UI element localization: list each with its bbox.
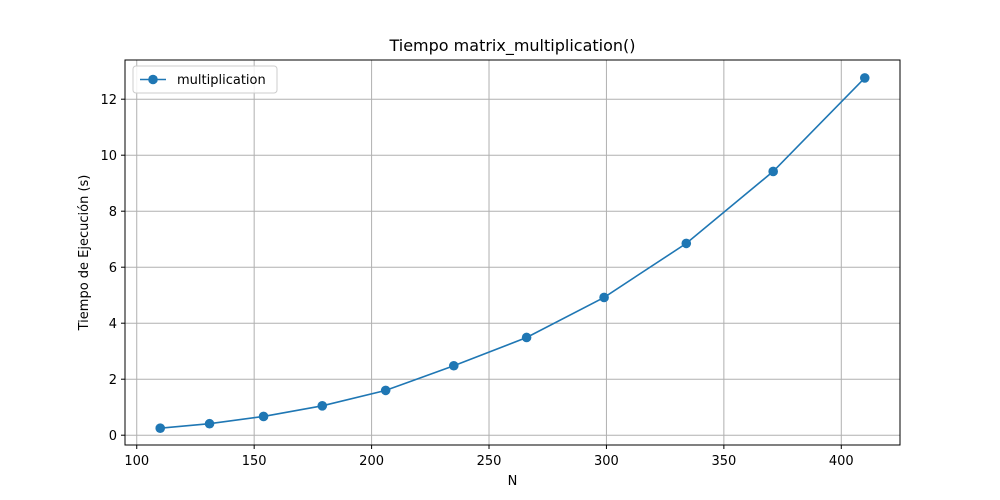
- data-point: [317, 401, 328, 411]
- x-tick-label: 300: [594, 454, 619, 469]
- legend-label: multiplication: [177, 73, 266, 88]
- data-point: [599, 292, 609, 303]
- y-axis-title: Tiempo de Ejecución (s): [77, 175, 92, 332]
- legend-box: [132, 65, 278, 94]
- x-tick-label: 150: [242, 454, 267, 469]
- data-point: [681, 238, 692, 249]
- data-point: [155, 423, 166, 434]
- data-point: [204, 418, 215, 429]
- y-tick-label: 2: [109, 373, 117, 388]
- x-axis-title: N: [508, 474, 518, 489]
- y-tick-label: 6: [109, 261, 117, 276]
- data-point: [521, 332, 532, 343]
- x-tick-label: 400: [829, 454, 854, 469]
- data-point: [448, 360, 459, 371]
- y-tick-label: 10: [100, 149, 117, 164]
- x-tick-label: 250: [477, 454, 502, 469]
- grid: [125, 60, 900, 445]
- data-point: [380, 385, 391, 396]
- legend: multiplication: [132, 65, 278, 94]
- y-tick-label: 8: [109, 205, 117, 220]
- ticks: 100 150 200 250 300 350 400 0 2 4 6 8 10 12: [100, 93, 853, 469]
- x-tick-label: 100: [124, 454, 149, 469]
- x-tick-label: 200: [359, 454, 384, 469]
- y-tick-label: 12: [100, 93, 117, 108]
- series-layer: [155, 73, 870, 434]
- data-point: [768, 166, 778, 177]
- chart-title: Tiempo matrix_multiplication(): [388, 36, 635, 56]
- data-point: [258, 411, 269, 422]
- plot-frame: [124, 59, 901, 446]
- y-tick-label: 0: [109, 429, 117, 444]
- legend-marker: [148, 74, 158, 85]
- y-tick-label: 4: [109, 317, 117, 332]
- x-tick-label: 350: [711, 454, 736, 469]
- data-point: [859, 73, 870, 83]
